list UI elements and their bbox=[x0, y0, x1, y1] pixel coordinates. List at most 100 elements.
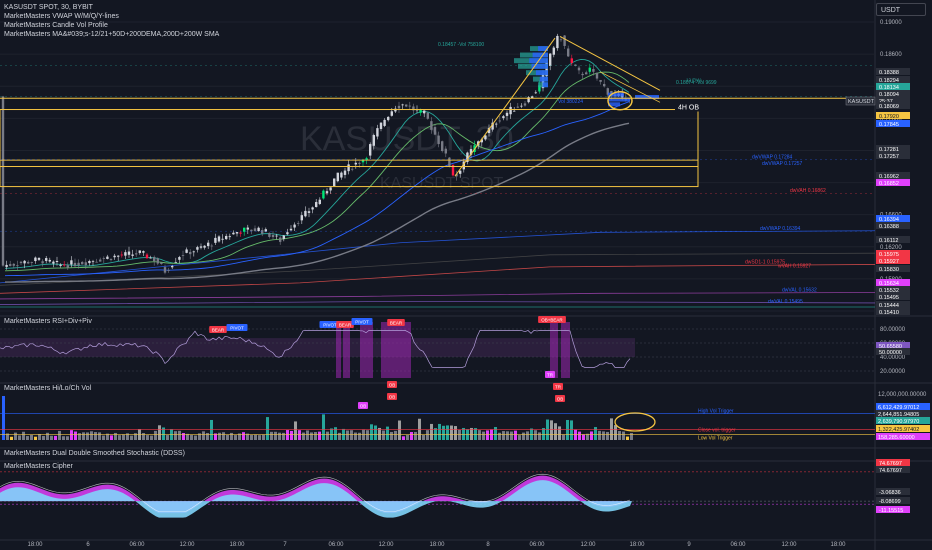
volume-profile-bar bbox=[608, 97, 630, 102]
candle-body bbox=[196, 247, 199, 250]
candle-body bbox=[264, 229, 267, 232]
pane-title-stoch[interactable]: MarketMasters Dual Double Smoothed Stoch… bbox=[4, 450, 185, 457]
volume-bar bbox=[338, 432, 341, 440]
volume-bar bbox=[454, 426, 457, 440]
candle-body bbox=[109, 259, 113, 261]
candle-body bbox=[376, 128, 379, 137]
volume-bar bbox=[258, 435, 261, 440]
rsi-signal-label: BEAR bbox=[339, 323, 352, 328]
volume-bar bbox=[382, 430, 385, 440]
time-tick: 18:00 bbox=[229, 542, 245, 548]
vol-signal-label: OB bbox=[389, 383, 396, 388]
candle-body bbox=[333, 178, 336, 187]
highlight-ellipse bbox=[607, 90, 633, 111]
rsi-band bbox=[0, 338, 635, 357]
dwval-label-2: dwVAL 0.15495 bbox=[768, 299, 803, 305]
ma-12-line bbox=[4, 58, 630, 269]
volume-bar bbox=[550, 420, 553, 440]
time-tick: 06:00 bbox=[328, 542, 344, 548]
volume-bar bbox=[318, 431, 321, 440]
dwsd-label: dwSD1-1 0.15975 bbox=[745, 260, 785, 266]
candle-body bbox=[99, 259, 102, 262]
price-tag: 0.18388 bbox=[879, 70, 899, 76]
candle-body bbox=[340, 172, 343, 178]
candle-body bbox=[534, 92, 537, 94]
volume-bar bbox=[390, 431, 393, 440]
volume-profile-bar-poc bbox=[535, 70, 548, 76]
time-tick: 12:00 bbox=[580, 542, 596, 548]
indicator-vwap[interactable]: MarketMasters VWAP W/M/Q/Y-lines bbox=[4, 13, 119, 20]
volume-bar bbox=[50, 435, 53, 440]
candle-body bbox=[73, 262, 77, 267]
indicator-ma[interactable]: MarketMasters MA&#039;s-12/21+50D+200DEM… bbox=[4, 31, 220, 38]
price-tag-bg bbox=[876, 179, 910, 186]
rsi-overbought-zone bbox=[360, 322, 373, 378]
candle-body bbox=[469, 149, 473, 155]
time-tick: 06:00 bbox=[730, 542, 746, 548]
volume-bar bbox=[194, 435, 197, 440]
candle-body bbox=[81, 261, 84, 265]
pane-title-rsi[interactable]: MarketMasters RSI+Div+Piv bbox=[4, 318, 92, 325]
trendline-down-2 bbox=[599, 71, 661, 103]
volume-bar bbox=[370, 424, 373, 440]
price-tag-bg bbox=[876, 222, 910, 229]
pane-title-cipher[interactable]: MarketMasters Cipher bbox=[4, 463, 73, 470]
candle-body bbox=[304, 210, 307, 217]
candle-body bbox=[549, 53, 552, 66]
price-tag: 0.17845 bbox=[879, 122, 899, 128]
volume-bar bbox=[510, 431, 513, 440]
price-tag-bg bbox=[876, 172, 910, 179]
volume-bar bbox=[214, 433, 217, 440]
candle-body bbox=[1, 96, 5, 266]
volume-bar bbox=[74, 431, 77, 440]
symbol-title[interactable]: KASUSDT SPOT, 30, BYBIT bbox=[4, 4, 93, 11]
indicator-candle-vol[interactable]: MarketMasters Candle Vol Profile bbox=[4, 22, 108, 29]
rsi-tick: 20.00000 bbox=[880, 369, 906, 375]
candle-body bbox=[567, 48, 570, 57]
price-tick: 0.18600 bbox=[880, 52, 902, 58]
watermark-big: KASUSDT, 30 bbox=[300, 120, 514, 158]
volume-bar bbox=[602, 431, 605, 440]
candle-body bbox=[282, 235, 285, 239]
volume-bar bbox=[622, 431, 625, 440]
rsi-signal-label: BEAR bbox=[212, 328, 225, 333]
candle-body bbox=[603, 83, 606, 87]
pane-title-vol[interactable]: MarketMasters Hi/Lo/Ch Vol bbox=[4, 385, 92, 392]
volume-bar bbox=[114, 432, 117, 440]
candle-body bbox=[397, 105, 401, 109]
vol-tag: 1,322,425.97402 bbox=[878, 427, 919, 433]
rsi-signal-label: BEAR bbox=[390, 321, 403, 326]
rsi-signal-badge bbox=[226, 324, 248, 331]
volume-bar bbox=[414, 431, 417, 440]
candle-body bbox=[408, 105, 411, 107]
candle-body bbox=[509, 106, 512, 115]
volume-bar bbox=[486, 430, 489, 440]
volume-bar bbox=[566, 419, 569, 440]
time-tick: 7 bbox=[283, 542, 287, 548]
volume-bar bbox=[494, 427, 497, 440]
volume-bar bbox=[322, 414, 325, 440]
candle-body bbox=[41, 261, 44, 264]
price-tag-bg bbox=[876, 152, 910, 159]
volume-bar bbox=[94, 432, 97, 440]
cipher-tag: 74.67697 bbox=[879, 461, 902, 467]
trendline-up bbox=[454, 37, 556, 177]
volume-bar bbox=[134, 433, 137, 440]
candle-body bbox=[268, 232, 271, 237]
cipher-tag: -3.06836 bbox=[879, 490, 901, 496]
volume-bar bbox=[330, 428, 333, 440]
rsi-line bbox=[0, 330, 631, 368]
vwap-line-red bbox=[0, 264, 876, 294]
volume-bar bbox=[606, 431, 609, 440]
price-tag-bg bbox=[876, 250, 910, 257]
price-tag: 0.18094 bbox=[879, 92, 899, 98]
vol-mid-label: Vol 380224 bbox=[558, 99, 583, 105]
vol-signal-badge bbox=[553, 383, 563, 390]
dwval-label-1: dwVAL 0.15632 bbox=[782, 288, 817, 294]
volume-bar bbox=[34, 436, 37, 440]
candle-body bbox=[545, 62, 548, 77]
candle-body bbox=[77, 262, 80, 266]
currency-button[interactable]: USDT bbox=[876, 3, 926, 16]
volume-bar bbox=[182, 433, 185, 440]
